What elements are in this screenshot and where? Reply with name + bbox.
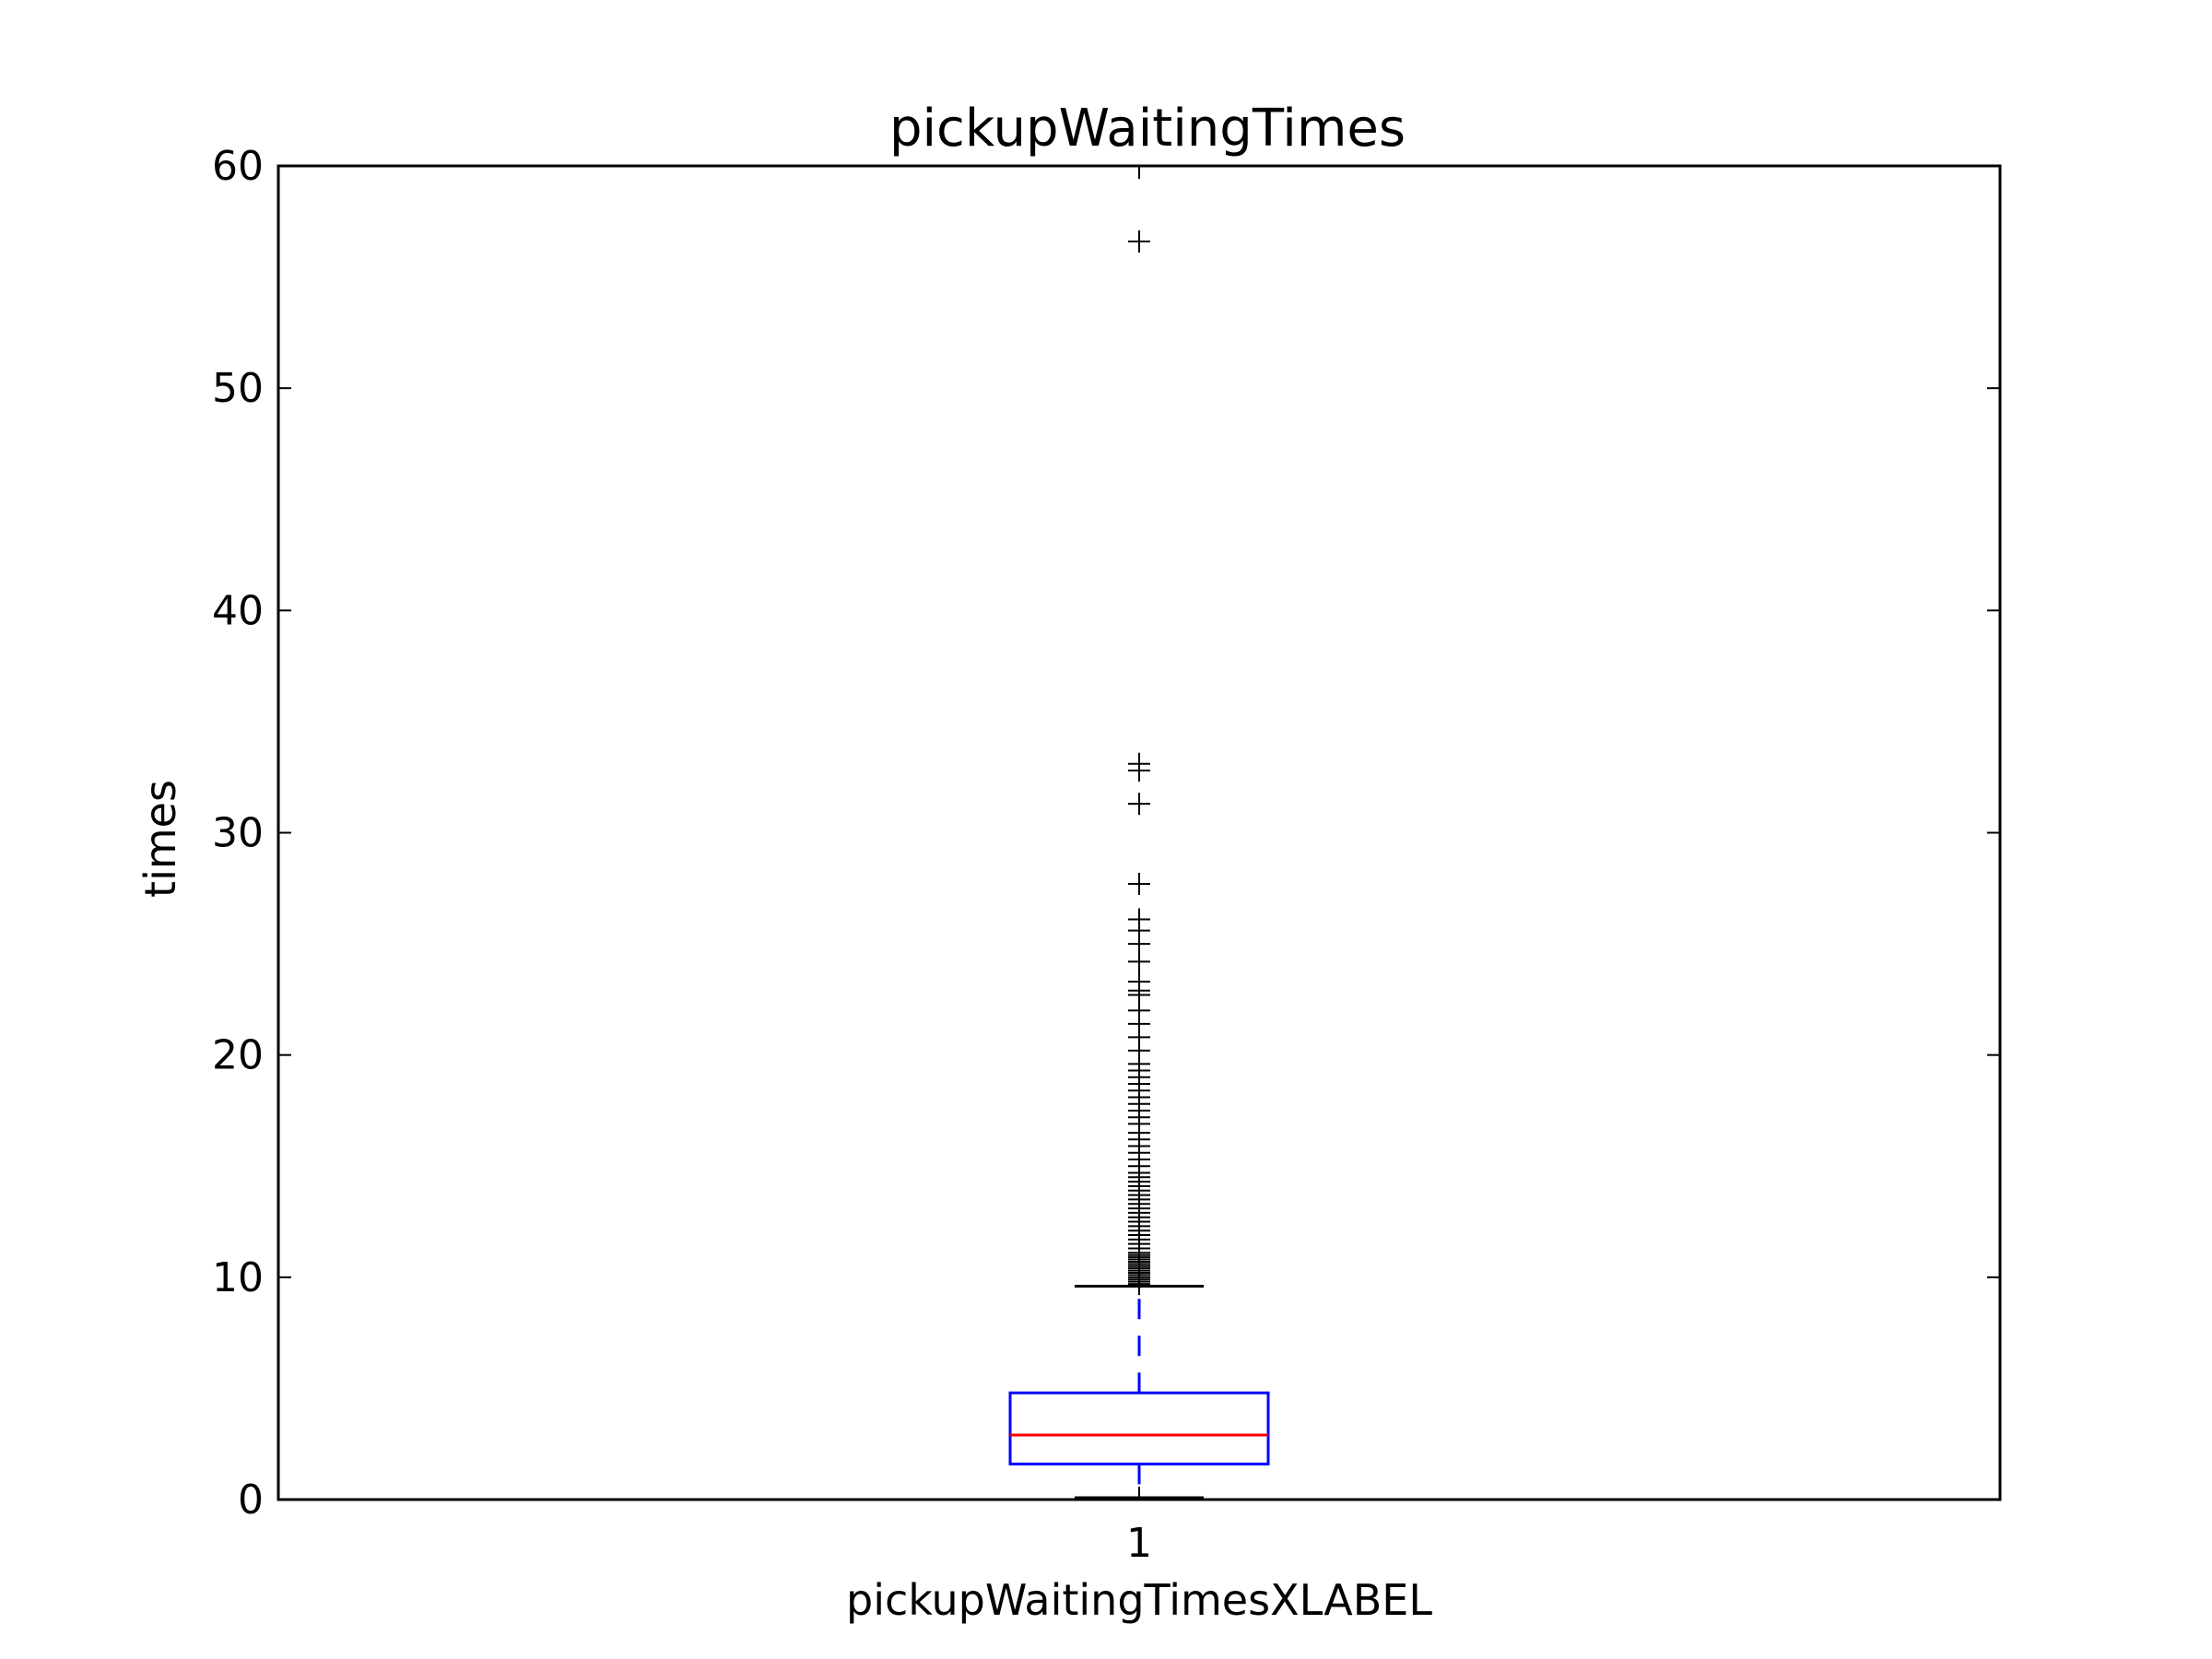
outlier-point-64 (1128, 229, 1150, 253)
y-tick-label-5: 50 (212, 365, 264, 412)
iqr-box (1008, 1391, 1270, 1465)
x-tick-label-0: 1 (1126, 1520, 1152, 1567)
y-axis-label: times (135, 780, 185, 898)
outlier-point-61 (1128, 793, 1150, 816)
x-axis-label: pickupWaitingTimesXLABEL (846, 1575, 1432, 1625)
y-tick-label-3: 30 (212, 810, 264, 857)
outlier-point-59 (1128, 908, 1150, 931)
outlier-point-55 (1128, 971, 1150, 994)
plot-area: 0 10 20 30 40 50 60 1 (212, 143, 2002, 1567)
y-tick-label-1: 10 (212, 1254, 264, 1301)
outlier-point-60 (1128, 872, 1150, 895)
y-tick-label-0: 0 (238, 1477, 264, 1524)
outlier-point-63 (1128, 752, 1150, 775)
y-tick-label-6: 60 (212, 143, 264, 190)
y-tick-label-2: 20 (212, 1032, 264, 1079)
y-tick-label-4: 40 (212, 587, 264, 634)
chart-title: pickupWaitingTimes (889, 99, 1406, 159)
